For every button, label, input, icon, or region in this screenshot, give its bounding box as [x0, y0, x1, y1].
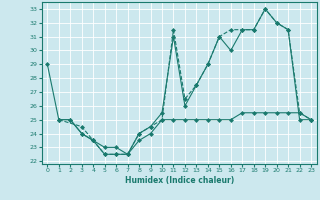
- X-axis label: Humidex (Indice chaleur): Humidex (Indice chaleur): [124, 176, 234, 185]
